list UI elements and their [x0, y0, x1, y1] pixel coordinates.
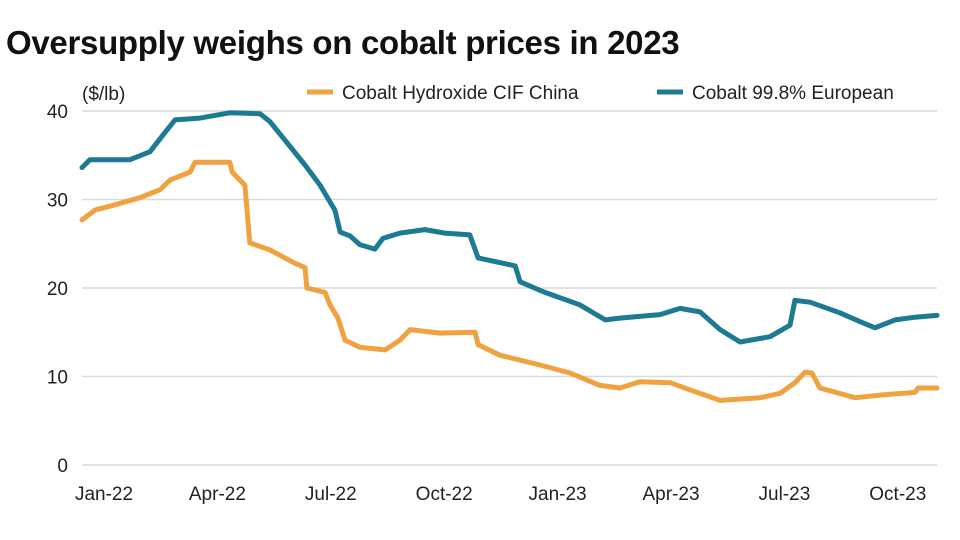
- series-lines: [79, 110, 940, 403]
- legend: Cobalt Hydroxide CIF China Cobalt 99.8% E…: [307, 83, 894, 104]
- x-axis-ticks: Jan-22 Apr-22 Jul-22 Oct-22 Jan-23 Apr-23 Jul-…: [75, 484, 926, 505]
- legend-label: Cobalt Hydroxide CIF China: [342, 83, 579, 104]
- y-tick-label: 40: [47, 102, 68, 123]
- y-tick-label: 10: [47, 368, 68, 389]
- y-tick-label: 0: [57, 456, 68, 477]
- y-tick-label: 30: [47, 191, 68, 212]
- y-axis-unit-label: ($/lb): [82, 84, 125, 105]
- x-tick-label: Jul-23: [759, 484, 811, 505]
- x-tick-label: Apr-22: [189, 484, 246, 505]
- series-line-cobalt-hydroxide: [79, 159, 940, 403]
- x-tick-label: Jan-22: [75, 484, 133, 505]
- series-line-cobalt-european: [79, 110, 940, 345]
- x-tick-label: Apr-23: [642, 484, 699, 505]
- y-tick-label: 20: [47, 279, 68, 300]
- legend-label: Cobalt 99.8% European: [692, 83, 894, 104]
- x-tick-label: Jul-22: [305, 484, 357, 505]
- gridlines: [82, 110, 937, 466]
- x-tick-label: Jan-23: [529, 484, 587, 505]
- chart-title: Oversupply weighs on cobalt prices in 20…: [6, 24, 680, 61]
- y-axis-ticks: 0 10 20 30 40: [47, 102, 68, 477]
- x-tick-label: Oct-23: [869, 484, 926, 505]
- x-tick-label: Oct-22: [416, 484, 473, 505]
